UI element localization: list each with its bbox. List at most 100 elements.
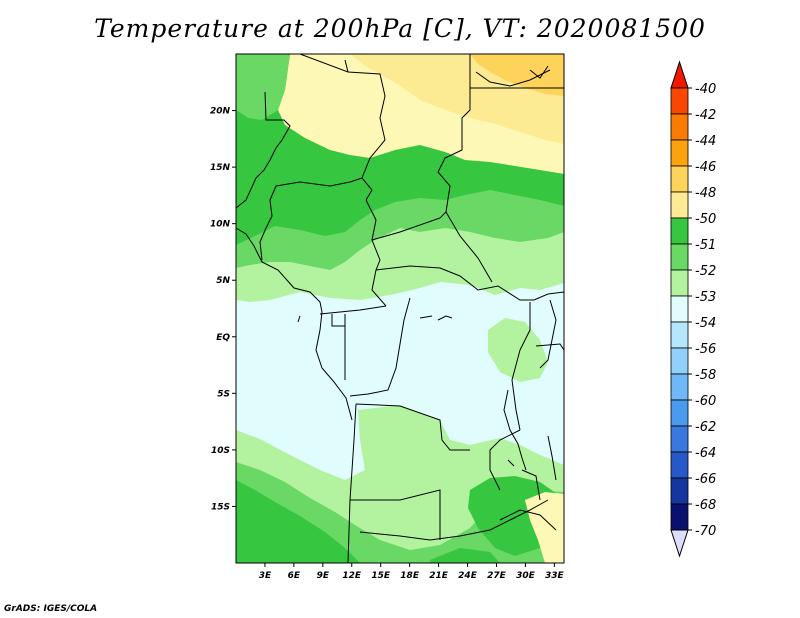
y-tick-label: 15S	[211, 502, 230, 512]
x-tick-label: 33E	[545, 571, 565, 581]
border-line	[331, 314, 345, 327]
y-tick-label: 10S	[211, 446, 230, 456]
colorbar-label: -52	[695, 264, 716, 279]
colorbar-segment	[670, 373, 689, 401]
colorbar-label: -51	[695, 238, 716, 253]
colorbar-label: -70	[695, 524, 716, 539]
colorbar-segment	[670, 347, 689, 375]
border-line	[437, 315, 453, 321]
border-line	[319, 305, 387, 315]
field-band-m52-south	[236, 480, 360, 563]
border-line	[350, 489, 441, 540]
map-frame	[235, 53, 565, 564]
colorbar-segment	[670, 503, 689, 531]
field-patch-m51-se	[525, 492, 564, 563]
colorbar-segment	[670, 425, 689, 453]
x-tick-label: 9E	[317, 571, 330, 581]
map-title: Temperature at 200hPa [C], VT: 202008150…	[94, 14, 706, 43]
x-tick-label: 12E	[342, 571, 362, 581]
border-line	[529, 65, 549, 79]
axis-x-ticks: 3E 6E 9E 12E 15E 18E 21E 24E 27E 30E 33E	[259, 563, 565, 581]
border-line	[275, 177, 363, 187]
colorbar-label: -46	[695, 160, 716, 175]
x-tick-label: 18E	[400, 571, 420, 581]
y-tick-label: 20N	[210, 107, 231, 117]
colorbar-segment	[670, 477, 689, 505]
colorbar-label: -62	[695, 420, 716, 435]
colorbar-label: -48	[695, 186, 716, 201]
colorbar-segment	[670, 243, 689, 271]
colorbar-label: -50	[695, 212, 716, 227]
colorbar-label: -60	[695, 394, 716, 409]
border-line	[365, 199, 387, 307]
colorbar-label: -54	[695, 316, 716, 331]
x-tick-label: 15E	[371, 571, 391, 581]
border-line	[236, 227, 353, 421]
border-line	[475, 69, 551, 87]
x-tick-label: 30E	[516, 571, 536, 581]
colorbar-segment	[670, 451, 689, 479]
border-line	[371, 211, 447, 241]
border-line	[503, 389, 527, 471]
border-line	[511, 302, 531, 431]
colorbar: -40 -42 -44 -46 -48 -50 -51 -52 -53 -54 -56 -58 -60 -…	[670, 60, 716, 558]
border-line	[349, 297, 411, 397]
x-tick-label: 24E	[458, 571, 478, 581]
colorbar-label: -56	[695, 342, 716, 357]
border-line	[419, 315, 433, 319]
colorbar-segment	[670, 165, 689, 193]
border-line	[347, 403, 357, 563]
colorbar-label: -44	[695, 134, 716, 149]
border-line	[535, 343, 564, 351]
colorbar-segment	[670, 269, 689, 297]
y-tick-label: 5S	[217, 389, 230, 399]
colorbar-label: -68	[695, 498, 716, 513]
colorbar-label: -53	[695, 290, 716, 305]
country-borders	[236, 54, 564, 563]
grads-credit: GrADS: IGES/COLA	[4, 604, 98, 614]
x-tick-label: 6E	[288, 571, 301, 581]
colorbar-label: -42	[695, 108, 716, 123]
colorbar-label: -40	[695, 82, 716, 97]
colorbar-segment	[670, 139, 689, 167]
colorbar-bottom-arrow	[670, 529, 689, 558]
colorbar-label: -64	[695, 446, 716, 461]
colorbar-top-arrow	[670, 60, 689, 89]
field-band-m48	[470, 54, 564, 96]
colorbar-segment	[670, 113, 689, 141]
field-patch-m53-nw	[236, 54, 290, 120]
border-line	[259, 185, 277, 261]
axis-y-ticks: 20N 15N 10N 5N EQ 5S 10S 15S	[210, 107, 236, 512]
colorbar-segment	[670, 191, 689, 219]
x-tick-label: 21E	[429, 571, 449, 581]
colorbar-label: -66	[695, 472, 716, 487]
x-tick-label: 27E	[487, 571, 507, 581]
colorbar-segment	[670, 321, 689, 349]
border-line	[507, 459, 515, 467]
border-line	[437, 54, 493, 283]
border-line	[344, 59, 349, 73]
colorbar-segment	[670, 295, 689, 323]
colorbar-segment	[670, 87, 689, 115]
border-line	[355, 403, 470, 451]
y-tick-label: 5N	[216, 276, 230, 286]
field-patch-m52-sw-strip	[430, 548, 500, 563]
y-tick-label: 10N	[210, 220, 231, 230]
temperature-field	[236, 54, 564, 563]
y-tick-label: 15N	[210, 163, 231, 173]
colorbar-segment	[670, 399, 689, 427]
colorbar-segment	[670, 217, 689, 245]
border-line	[489, 429, 521, 491]
x-tick-label: 3E	[259, 571, 272, 581]
border-line	[539, 299, 557, 369]
y-tick-label: EQ	[216, 333, 230, 343]
border-line	[236, 91, 291, 209]
field-patch-m54-east	[488, 318, 548, 382]
border-line	[299, 54, 386, 201]
border-line	[297, 315, 301, 323]
border-line	[499, 509, 557, 531]
border-line	[521, 469, 541, 501]
border-line	[547, 435, 557, 481]
border-line	[375, 265, 564, 301]
